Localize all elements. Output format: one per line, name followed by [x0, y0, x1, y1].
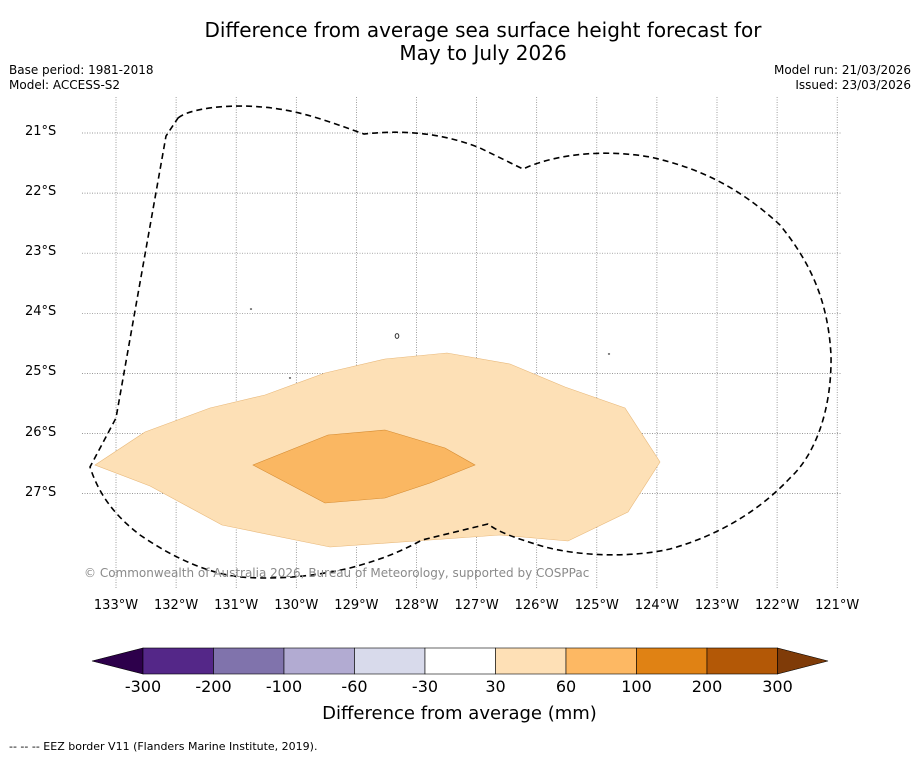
model-run: Model run: 21/03/2026: [773, 63, 911, 77]
colorbar-tick-label: 30: [485, 677, 506, 696]
lon-tick-label: 125°W: [574, 598, 619, 613]
chart-title: Difference from average sea surface heig…: [0, 19, 919, 65]
anomaly-region-60-100: [252, 429, 476, 504]
lat-tick-label: 27°S: [25, 484, 57, 500]
colorbar-tick-label: 300: [762, 677, 793, 696]
lon-tick-label: 123°W: [694, 598, 740, 613]
lon-tick-label: 131°W: [214, 598, 259, 613]
eez-border: [89, 105, 832, 579]
lat-tick-label: 24°S: [25, 304, 57, 320]
lat-tick-label: 25°S: [25, 364, 57, 380]
lon-tick-label: 130°W: [274, 598, 319, 613]
colorbar-tick-label: 200: [691, 677, 723, 696]
lon-tick-label: 121°W: [815, 598, 860, 613]
lon-tick-label: 124°W: [634, 598, 679, 613]
islands: [249, 308, 611, 379]
colorbar-tick-label: 100: [621, 677, 652, 696]
colorbar-title: Difference from average (mm): [322, 703, 597, 724]
island: [394, 333, 400, 339]
lon-tick-label: 128°W: [394, 598, 439, 613]
model-info: Base period: 1981-2018 Model: ACCESS-S2: [9, 63, 154, 93]
base-period: Base period: 1981-2018: [9, 63, 154, 77]
lon-tick-label: 127°W: [454, 598, 499, 613]
colorbar-tick-label: -30: [411, 677, 439, 696]
title-line-1: Difference from average sea surface heig…: [204, 18, 762, 42]
title-line-2: May to July 2026: [399, 41, 567, 65]
graticule: [82, 97, 842, 588]
island: [249, 308, 253, 310]
eez-legend-note: -- -- -- EEZ border V11 (Flanders Marine…: [9, 740, 318, 753]
lon-tick-label: 129°W: [334, 598, 379, 613]
lon-tick-label: 133°W: [93, 598, 139, 613]
copyright-notice: © Commonwealth of Australia 2026, Bureau…: [84, 566, 590, 580]
colorbar-tick-label: -300: [124, 677, 162, 696]
model-name: Model: ACCESS-S2: [9, 78, 121, 92]
lon-tick-label: 132°W: [154, 598, 199, 613]
colorbar-tick-label: -100: [265, 677, 303, 696]
lat-tick-label: 23°S: [25, 244, 57, 260]
lat-tick-label: 26°S: [25, 424, 57, 440]
lon-tick-label: 122°W: [755, 598, 800, 613]
island: [607, 353, 611, 355]
island: [288, 377, 292, 379]
issued-date: Issued: 23/03/2026: [795, 78, 911, 92]
lat-tick-label: 21°S: [25, 124, 57, 139]
colorbar-tick-label: -60: [341, 677, 368, 696]
colorbar-tick-label: 60: [555, 677, 577, 696]
run-info: Model run: 21/03/2026 Issued: 23/03/2026: [774, 63, 911, 93]
colorbar-tick-label: -200: [195, 677, 232, 696]
lon-tick-label: 126°W: [514, 598, 559, 613]
lat-tick-label: 22°S: [25, 184, 57, 200]
